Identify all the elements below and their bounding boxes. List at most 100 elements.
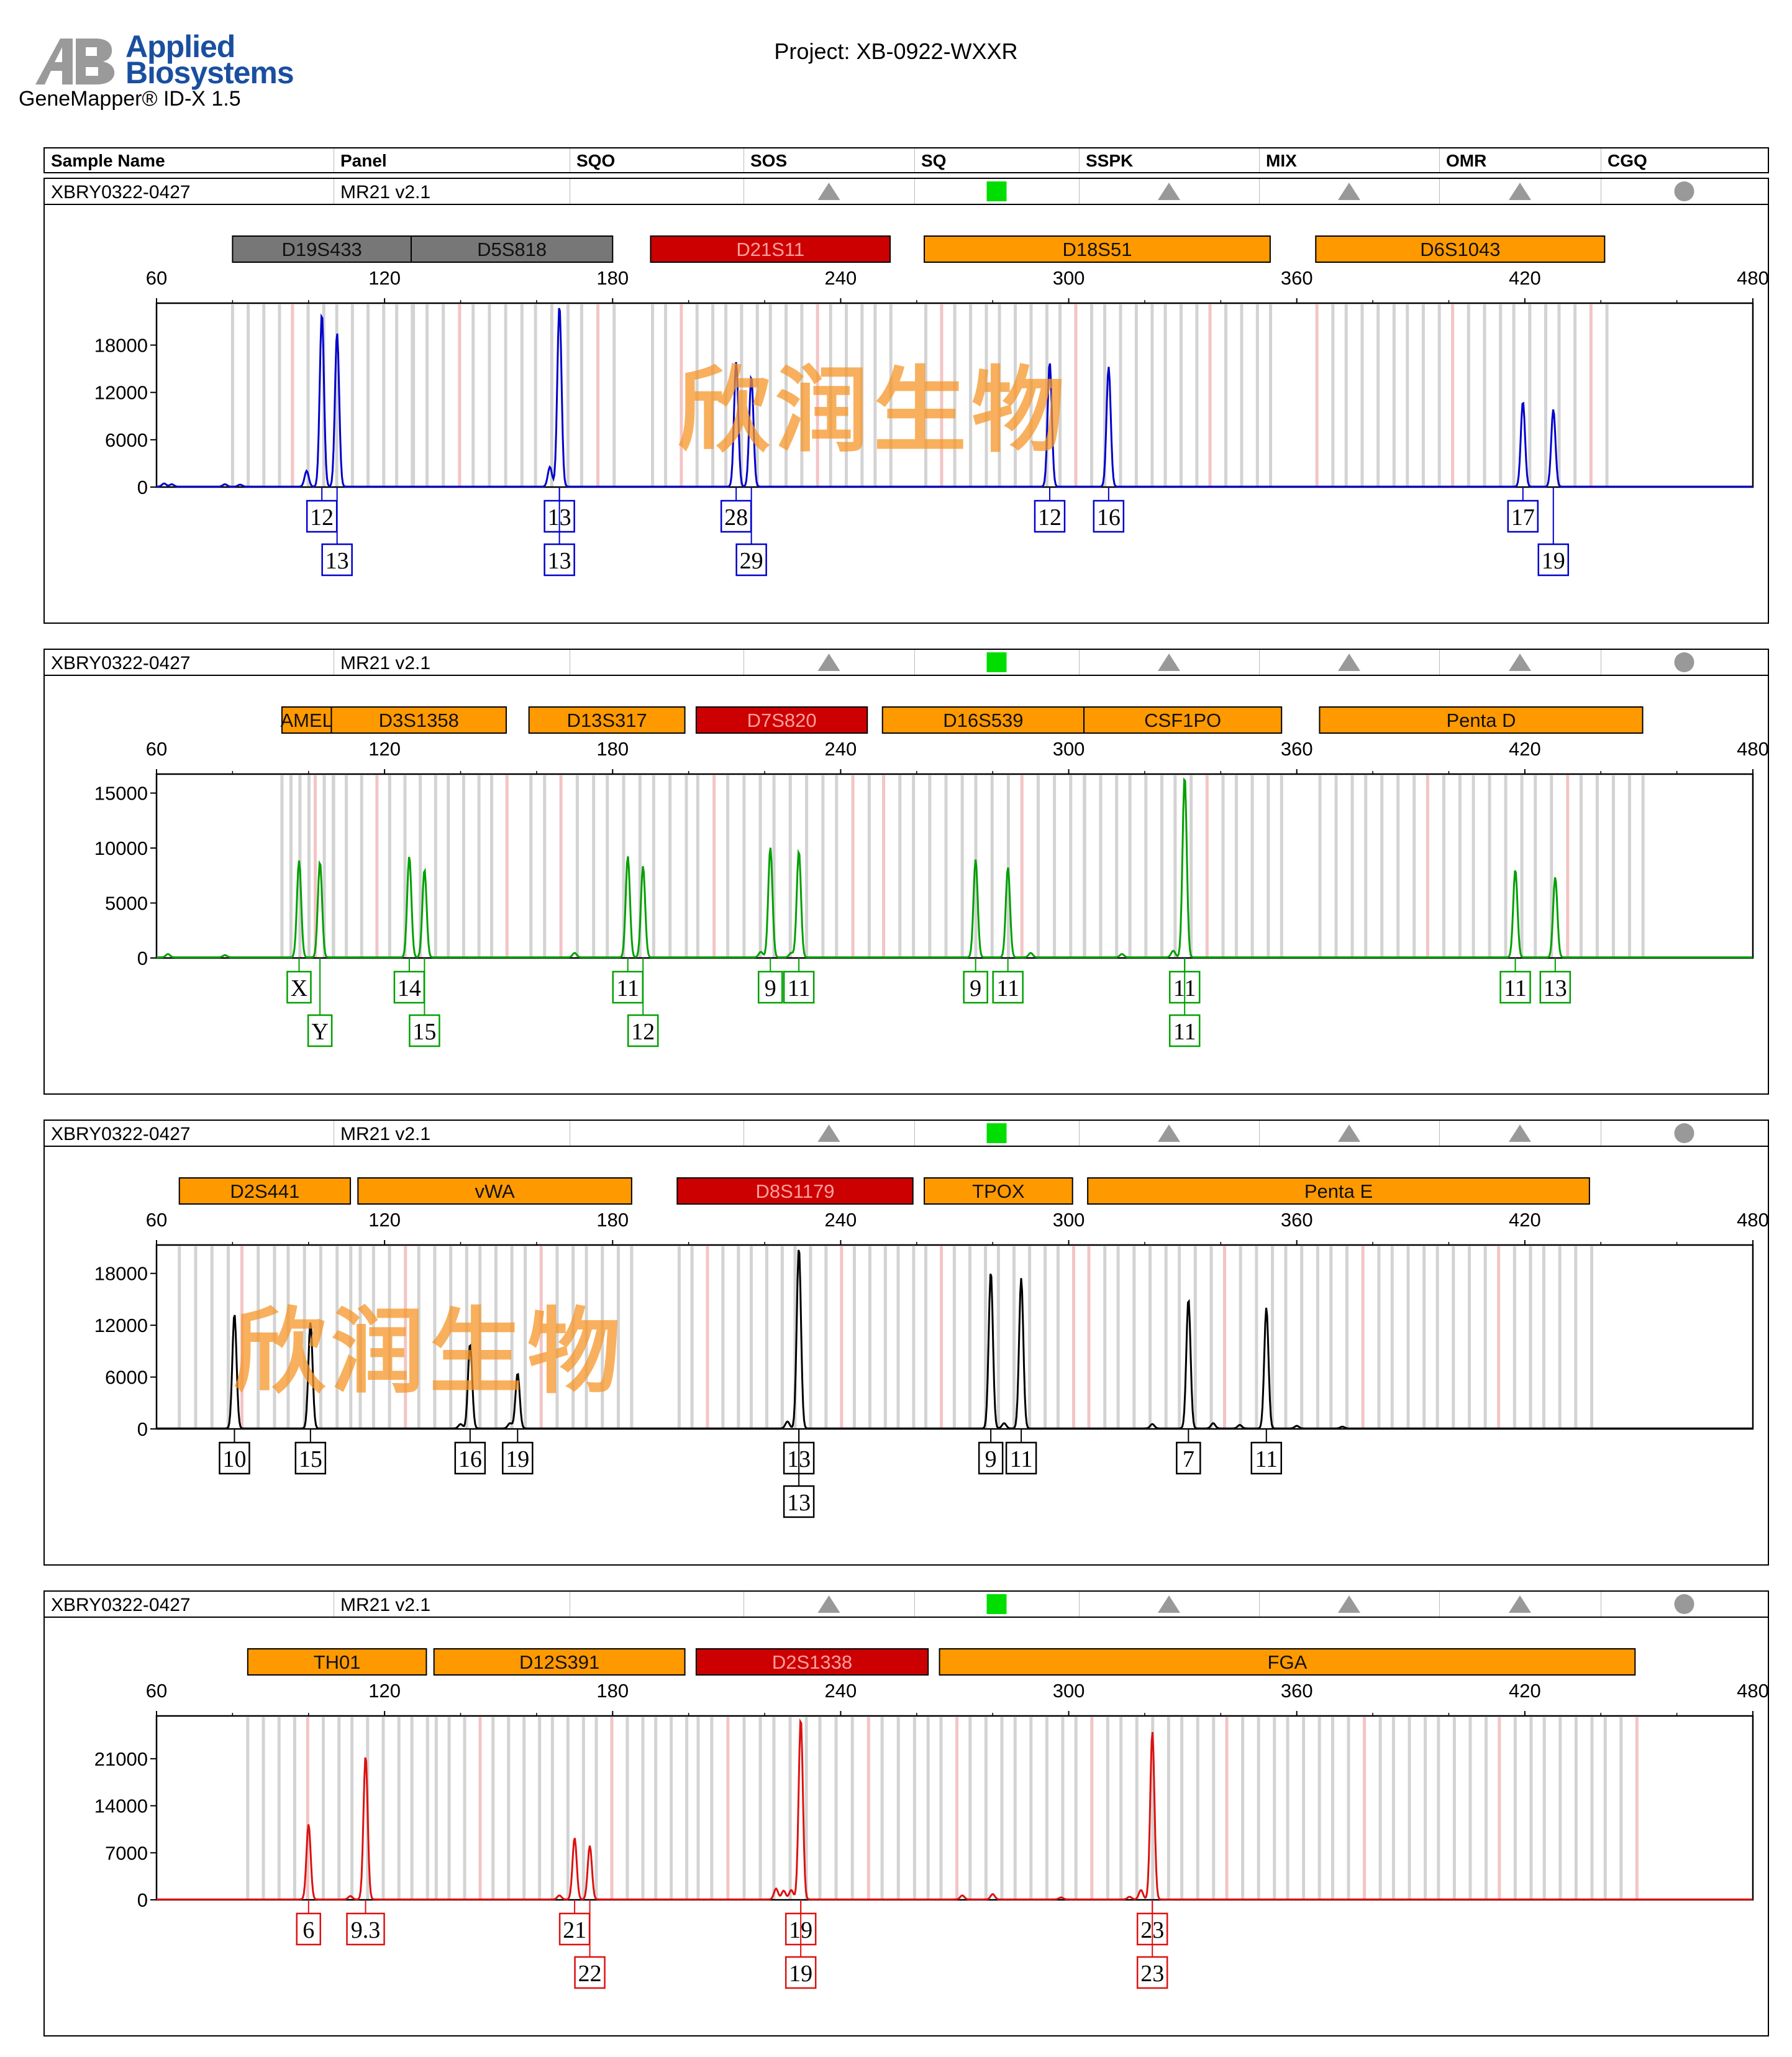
marker-penta-d[interactable]: Penta D	[1319, 706, 1644, 734]
allele-call-label[interactable]: 13	[1539, 958, 1571, 1004]
marker-d19s433[interactable]: D19S433	[232, 235, 412, 263]
column-header-omr[interactable]: OMR	[1439, 148, 1601, 172]
column-header-cgq[interactable]: CGQ	[1601, 148, 1768, 172]
allele-call-label[interactable]: 15	[409, 958, 440, 1047]
allele-call-label[interactable]: 21	[558, 1900, 591, 1946]
allele-call-label[interactable]: 9	[757, 958, 783, 1004]
column-header-sample-name[interactable]: Sample Name	[51, 151, 165, 170]
x-tick-label: 60	[146, 738, 167, 760]
marker-label: FGA	[1268, 1651, 1308, 1673]
marker-d7s820[interactable]: D7S820	[695, 706, 868, 734]
allele-call-label[interactable]: 12	[1034, 487, 1066, 533]
allele-call-label[interactable]: 17	[1507, 487, 1539, 533]
allele-bins	[246, 1717, 1639, 1900]
allele-call-label[interactable]: Y	[307, 958, 333, 1047]
marker-vwa[interactable]: vWA	[357, 1177, 632, 1205]
marker-d8s1179[interactable]: D8S1179	[676, 1177, 914, 1205]
sample-panel-4: XBRY0322-0427 MR21 v2.1 TH01 D12S391 D2S1338…	[43, 1590, 1769, 2036]
svg-text:X: X	[291, 975, 307, 1001]
allele-call-label[interactable]: 12	[627, 958, 659, 1047]
allele-call-label[interactable]: X	[286, 958, 312, 1004]
allele-call-label[interactable]: 11	[1250, 1429, 1283, 1475]
column-header-mix[interactable]: MIX	[1259, 148, 1439, 172]
column-header-sspk[interactable]: SSPK	[1079, 148, 1259, 172]
sample-row[interactable]: XBRY0322-0427 MR21 v2.1	[45, 179, 1768, 205]
quality-cell-mix	[1259, 1121, 1439, 1146]
sample-row[interactable]: XBRY0322-0427 MR21 v2.1	[45, 650, 1768, 676]
allele-call-label[interactable]: 22	[574, 1900, 606, 1989]
allele-call-label[interactable]: 7	[1176, 1429, 1201, 1475]
allele-call-label[interactable]: 13	[321, 487, 353, 577]
column-header-sq[interactable]: SQ	[914, 148, 1079, 172]
quality-cell-sos	[744, 179, 914, 204]
marker-d13s317[interactable]: D13S317	[528, 706, 686, 734]
marker-d5s818[interactable]: D5S818	[410, 235, 614, 263]
marker-d2s1338[interactable]: D2S1338	[695, 1648, 929, 1676]
column-header-sqo[interactable]: SQO	[570, 148, 744, 172]
allele-call-label[interactable]: 15	[294, 1429, 327, 1475]
allele-call-label[interactable]: 19	[502, 1429, 534, 1475]
allele-call-label[interactable]: 19	[785, 1900, 817, 1989]
svg-text:6: 6	[302, 1917, 314, 1943]
x-tick-label: 360	[1281, 1209, 1313, 1231]
pass-triangle-icon	[1509, 1124, 1531, 1142]
sample-row[interactable]: XBRY0322-0427 MR21 v2.1	[45, 1592, 1768, 1618]
marker-fga[interactable]: FGA	[939, 1648, 1636, 1676]
allele-call-label[interactable]: 11	[783, 958, 815, 1004]
marker-d12s391[interactable]: D12S391	[433, 1648, 686, 1676]
svg-text:15: 15	[412, 1019, 436, 1045]
quality-cell-mix	[1259, 1592, 1439, 1617]
allele-call-label[interactable]: 16	[1093, 487, 1125, 533]
allele-call-label[interactable]: 12	[306, 487, 338, 533]
allele-call-label[interactable]: 11	[992, 958, 1024, 1004]
allele-call-label[interactable]: 11	[1168, 958, 1201, 1047]
svg-text:14: 14	[398, 975, 421, 1001]
y-tick-label: 18000	[94, 1263, 148, 1285]
ab-logo-icon: AB	[35, 39, 115, 84]
y-tick-label: 21000	[94, 1748, 148, 1770]
pass-triangle-icon	[1509, 654, 1531, 671]
x-tick-label: 300	[1053, 267, 1085, 289]
logo-biosystems-text: Biosystems	[125, 55, 294, 90]
svg-text:13: 13	[787, 1490, 811, 1516]
allele-call-label[interactable]: 10	[219, 1429, 250, 1475]
marker-penta-e[interactable]: Penta E	[1087, 1177, 1590, 1205]
column-header-panel[interactable]: Panel	[334, 148, 570, 172]
allele-call-label[interactable]: 13	[783, 1429, 815, 1518]
allele-call-label[interactable]: 9	[978, 1429, 1004, 1475]
marker-d2s441[interactable]: D2S441	[178, 1177, 352, 1205]
marker-d16s539[interactable]: D16S539	[881, 706, 1085, 734]
marker-label: D6S1043	[1420, 239, 1500, 260]
y-tick-label: 0	[137, 477, 148, 498]
marker-d21s11[interactable]: D21S11	[650, 235, 891, 263]
x-tick-label: 120	[368, 1209, 401, 1231]
allele-call-label[interactable]: 9	[963, 958, 988, 1004]
allele-call-label[interactable]: 11	[1499, 958, 1531, 1004]
allele-call-label[interactable]: 11	[1005, 1429, 1037, 1475]
allele-call-label[interactable]: 28	[720, 487, 752, 533]
pass-triangle-icon	[817, 1124, 840, 1142]
marker-th01[interactable]: TH01	[247, 1648, 427, 1676]
allele-call-label[interactable]: 23	[1136, 1900, 1168, 1989]
column-header-sos[interactable]: SOS	[744, 148, 914, 172]
allele-call-label[interactable]: 19	[1537, 487, 1569, 577]
sample-row[interactable]: XBRY0322-0427 MR21 v2.1	[45, 1121, 1768, 1147]
marker-label: TPOX	[972, 1180, 1025, 1202]
allele-call-label[interactable]: 13	[544, 487, 575, 577]
allele-call-label[interactable]: 11	[612, 958, 644, 1004]
allele-call-label[interactable]: 16	[454, 1429, 486, 1475]
marker-d3s1358[interactable]: D3S1358	[330, 706, 507, 734]
x-tick-label: 300	[1053, 1680, 1085, 1702]
allele-call-label[interactable]: 9.3	[346, 1900, 385, 1946]
svg-text:22: 22	[578, 1961, 602, 1987]
quality-cell-sqo	[570, 1592, 744, 1617]
allele-call-label[interactable]: 6	[296, 1900, 322, 1946]
pass-triangle-icon	[1158, 183, 1180, 200]
allele-call-label[interactable]: 14	[393, 958, 425, 1004]
allele-call-label[interactable]: 29	[735, 487, 767, 577]
marker-csf1po[interactable]: CSF1PO	[1083, 706, 1283, 734]
marker-d6s1043[interactable]: D6S1043	[1315, 235, 1606, 263]
marker-tpox[interactable]: TPOX	[924, 1177, 1073, 1205]
marker-d18s51[interactable]: D18S51	[924, 235, 1271, 263]
marker-amel[interactable]: AMEL	[280, 706, 333, 734]
